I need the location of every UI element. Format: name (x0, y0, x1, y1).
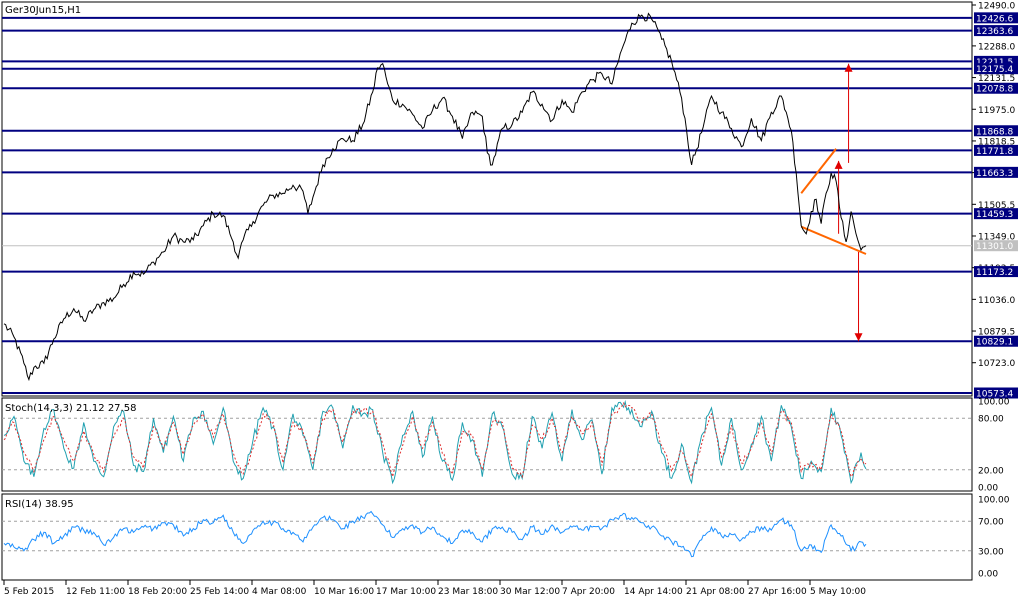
stochastic-axis-label: 80.00 (978, 415, 1004, 425)
price-axis-label: 11818.5 (978, 137, 1015, 147)
price-drawings (800, 63, 867, 342)
price-level-label: 12363.6 (976, 27, 1013, 37)
price-level-badge (974, 55, 1018, 67)
time-axis: 5 Feb 2015 12 Feb 11:00 18 Feb 20:00 25 Feb… (3, 580, 866, 597)
price-axis-label: 12131.5 (978, 74, 1015, 84)
price-level-label: 11868.8 (976, 127, 1013, 137)
price-level-badge (974, 208, 1018, 220)
time-axis-label: 10 Mar 16:00 (314, 587, 374, 597)
price-level-label: 12426.6 (976, 14, 1013, 24)
price-level-label: 10573.4 (976, 390, 1013, 400)
time-axis-label: 5 May 10:00 (810, 587, 866, 597)
target-arrow-head (844, 63, 853, 72)
price-level-badge (974, 12, 1018, 24)
price-level-badge (974, 166, 1018, 178)
price-axis-label: 10879.5 (978, 328, 1015, 338)
price-line (3, 12, 867, 382)
time-axis-label: 27 Apr 16:00 (748, 587, 807, 597)
time-axis-label: 21 Apr 08:00 (686, 587, 745, 597)
price-level-label: 10829.1 (976, 338, 1013, 348)
stochastic-panel-frame (1, 397, 973, 492)
price-axis-label: 12490.0 (978, 2, 1015, 12)
stochastic-axis-label: 100.00 (978, 398, 1010, 408)
price-level-badge (974, 266, 1018, 278)
price-axis-label: 11349.0 (978, 232, 1015, 242)
stochastic-axis-label: 0.00 (978, 484, 998, 494)
price-level-badge (974, 25, 1018, 37)
stochastic-main-line (3, 399, 867, 485)
price-axis-label: 12288.0 (978, 42, 1015, 52)
price-axis-label: 11975.0 (978, 106, 1015, 116)
current-price-badge (974, 240, 1018, 252)
price-level-label: 11173.2 (976, 268, 1013, 278)
time-axis-label: 23 Mar 18:00 (438, 587, 498, 597)
time-axis-label: 12 Feb 11:00 (66, 587, 125, 597)
price-panel-frame (1, 1, 973, 397)
target-arrow-head (834, 160, 843, 169)
rsi-axis-label: 0.00 (978, 570, 998, 580)
price-level-badge (974, 63, 1018, 75)
target-arrow-head (854, 333, 863, 342)
rsi-line (3, 510, 867, 558)
time-axis-label: 17 Mar 10:00 (376, 587, 436, 597)
chart-symbol-title: Ger30Jun15,H1 (5, 5, 81, 16)
price-axis-label: 11505.5 (978, 201, 1015, 211)
price-axis-label: 10723.0 (978, 359, 1015, 369)
price-level-badge (974, 387, 1018, 399)
price-level-label: 11771.8 (976, 147, 1013, 157)
time-axis-label: 25 Feb 14:00 (190, 587, 249, 597)
stochastic-indicator: 100.00 80.00 20.00 0.00 (2, 398, 1010, 494)
stochastic-title: Stoch(14,3,3) 21.12 27.58 (5, 403, 136, 414)
price-level-badge (974, 125, 1018, 137)
rsi-axis-label: 30.00 (978, 547, 1004, 557)
time-axis-label: 5 Feb 2015 (4, 587, 54, 597)
price-level-label: 12211.5 (976, 58, 1013, 68)
price-levels (2, 16, 972, 394)
current-price-label: 11301.0 (976, 242, 1013, 252)
rsi-indicator: 100.00 70.00 30.00 0.00 (2, 496, 1010, 580)
time-axis-label: 14 Apr 14:00 (624, 587, 683, 597)
price-level-label: 11663.3 (976, 169, 1013, 179)
rsi-axis-label: 70.00 (978, 518, 1004, 528)
price-level-label: 11459.3 (976, 210, 1013, 220)
time-axis-label: 7 Apr 20:00 (562, 587, 615, 597)
rsi-title: RSI(14) 38.95 (5, 499, 74, 510)
time-axis-label: 18 Feb 20:00 (128, 587, 187, 597)
stochastic-signal-line (3, 401, 867, 479)
stochastic-axis-label: 20.00 (978, 466, 1004, 476)
time-axis-label: 30 Mar 12:00 (500, 587, 560, 597)
price-series (3, 12, 867, 382)
price-level-badge (974, 144, 1018, 156)
wedge-trendline[interactable] (800, 225, 867, 255)
rsi-panel-frame (1, 493, 973, 581)
price-axis-label: 11036.0 (978, 296, 1015, 306)
rsi-axis-label: 100.00 (978, 496, 1010, 506)
price-level-label: 12078.8 (976, 85, 1013, 95)
wedge-trendline[interactable] (800, 148, 837, 194)
time-axis-label: 4 Mar 08:00 (252, 587, 307, 597)
price-level-label: 12175.4 (976, 65, 1013, 75)
price-level-badge (974, 335, 1018, 347)
price-level-badge (974, 82, 1018, 94)
